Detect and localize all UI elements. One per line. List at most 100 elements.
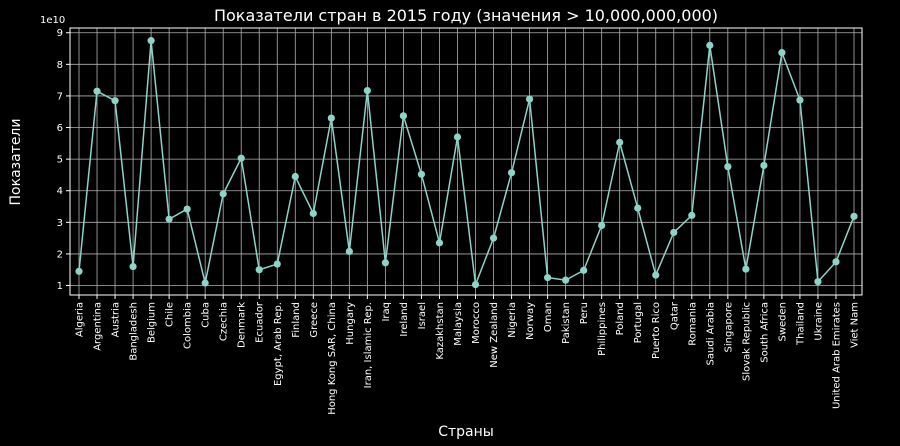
x-tick-label: Finland <box>291 302 302 338</box>
x-tick-label: Chile <box>165 302 176 327</box>
chart-title: Показатели стран в 2015 году (значения >… <box>214 6 718 25</box>
x-tick-label: Saudi Arabia <box>705 302 716 365</box>
data-point <box>165 215 173 223</box>
data-point <box>417 170 426 178</box>
data-point <box>363 86 371 95</box>
x-tick-label: Romania <box>687 302 698 346</box>
data-point <box>453 133 462 141</box>
data-point <box>219 190 227 198</box>
x-tick-label: Argentina <box>93 302 104 351</box>
x-tick-label: Peru <box>579 302 590 324</box>
x-tick-label: Colombia <box>183 302 194 349</box>
data-point <box>688 211 696 219</box>
data-point <box>724 163 732 171</box>
x-tick-label: Malaysia <box>453 302 464 346</box>
x-tick-label: Sweden <box>777 302 788 342</box>
data-point <box>327 114 335 122</box>
y-tick-label: 1 <box>57 281 63 292</box>
data-point <box>706 41 714 49</box>
data-point <box>255 266 263 274</box>
x-tick-label: United Arab Emirates <box>831 302 842 409</box>
data-point <box>147 37 155 45</box>
data-point <box>237 154 245 162</box>
x-tick-label: Belgium <box>147 302 158 343</box>
x-tick-label: Iraq <box>381 302 392 322</box>
data-point <box>201 279 209 287</box>
data-point <box>832 258 840 266</box>
data-point <box>814 278 822 286</box>
data-point <box>471 280 480 289</box>
y-tick-label: 2 <box>57 249 63 260</box>
y-offset-label: 1e10 <box>40 15 65 26</box>
y-axis-title: Показатели <box>8 119 24 206</box>
data-point <box>652 271 660 279</box>
data-point <box>273 260 281 268</box>
x-tick-label: Kazakhstan <box>435 302 446 360</box>
data-point <box>796 96 804 104</box>
x-tick-label: Thailand <box>795 302 806 346</box>
data-point <box>291 172 299 181</box>
grid <box>70 28 862 295</box>
y-tick-label: 5 <box>57 155 63 166</box>
x-tick-label: Norway <box>525 302 536 340</box>
data-point <box>598 221 606 230</box>
x-tick-label: Iran, Islamic Rep. <box>363 302 374 388</box>
x-tick-label: Slovak Republic <box>741 302 752 381</box>
x-tick-label: Hong Kong SAR, China <box>327 302 338 415</box>
x-tick-label: Algeria <box>75 302 86 337</box>
x-tick-label: Oman <box>543 302 554 332</box>
data-point <box>580 266 588 274</box>
data-point <box>345 247 353 255</box>
x-tick-label: Poland <box>615 302 626 335</box>
x-tick-label: Ecuador <box>255 301 266 343</box>
data-point <box>183 205 191 213</box>
data-point <box>562 276 570 284</box>
y-tick-label: 8 <box>57 60 63 71</box>
data-point <box>544 274 552 282</box>
y-tick-label: 6 <box>57 123 63 134</box>
x-tick-label: Ireland <box>399 302 410 337</box>
y-tick-label: 3 <box>57 218 63 229</box>
x-tick-label: Czechia <box>219 302 230 341</box>
x-tick-label: Singapore <box>723 302 734 352</box>
x-tick-label: Greece <box>309 302 320 338</box>
x-axis: Algeria Argentina Austria Bangladesh Belgium… <box>75 295 861 415</box>
x-tick-label: Egypt, Arab Rep. <box>273 302 284 386</box>
x-tick-label: South Africa <box>759 302 770 363</box>
x-tick-label: Bangladesh <box>129 302 140 361</box>
data-point <box>129 262 137 271</box>
x-tick-label: Nigeria <box>507 302 518 338</box>
x-tick-label: Morocco <box>471 302 482 344</box>
x-tick-label: Israel <box>417 302 428 329</box>
data-point <box>616 138 624 146</box>
x-tick-label: Portugal <box>633 302 644 343</box>
data-point <box>381 259 389 267</box>
x-axis-title: Страны <box>438 424 494 440</box>
x-tick-label: Qatar <box>669 301 680 330</box>
data-point <box>778 49 786 57</box>
x-tick-label: Ukraine <box>813 302 824 341</box>
y-tick-label: 7 <box>57 91 63 102</box>
x-tick-label: Puerto Rico <box>651 302 662 359</box>
y-axis: 1 2 3 4 5 6 7 8 9 <box>57 28 70 292</box>
data-point <box>435 239 444 247</box>
data-point <box>760 161 768 170</box>
x-tick-label: Cuba <box>201 302 212 328</box>
data-point <box>507 169 516 177</box>
x-tick-label: Viet Nam <box>850 302 861 348</box>
plot-frame <box>69 27 863 296</box>
x-tick-label: Philippines <box>597 302 608 356</box>
series-markers <box>75 37 858 289</box>
series-line <box>78 40 855 285</box>
data-point <box>309 209 317 218</box>
data-point <box>75 267 83 275</box>
x-tick-label: Pakistan <box>561 302 572 344</box>
y-tick-label: 4 <box>57 186 63 197</box>
data-point <box>399 112 408 120</box>
x-tick-label: Austria <box>111 302 122 337</box>
x-tick-label: New Zealand <box>489 302 500 368</box>
data-point <box>670 228 678 237</box>
data-point <box>93 87 101 95</box>
x-tick-label: Denmark <box>237 302 248 348</box>
